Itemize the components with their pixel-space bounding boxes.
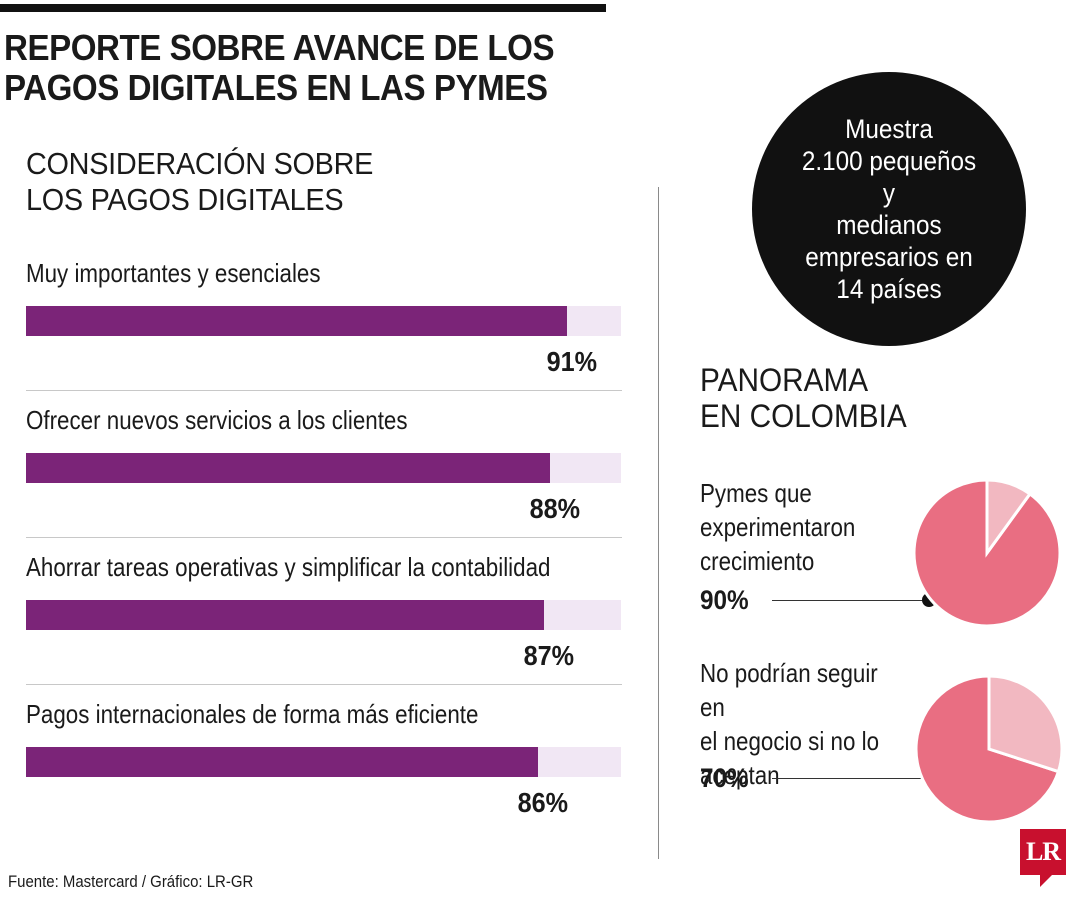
- sample-line-4: empresarios en: [805, 242, 973, 272]
- vertical-divider: [658, 187, 659, 859]
- pie-value-label: 70%: [700, 763, 749, 793]
- bar-value-label: 87%: [523, 640, 574, 671]
- bar-track: [26, 600, 621, 630]
- main-title-line-1: REPORTE SOBRE AVANCE DE LOS: [4, 27, 555, 68]
- bar-label: Pagos internacionales de forma más efici…: [26, 699, 479, 729]
- lr-logo: LR: [1020, 829, 1066, 875]
- bar-fill: [26, 747, 538, 777]
- sample-line-5: 14 países: [836, 274, 942, 304]
- main-title: REPORTE SOBRE AVANCE DE LOS PAGOS DIGITA…: [4, 28, 574, 108]
- section-title-line-2: LOS PAGOS DIGITALES: [26, 182, 344, 217]
- top-rule: [0, 4, 606, 12]
- sample-text: Muestra 2.100 pequeños y medianos empres…: [795, 113, 984, 305]
- pie-label: No podrían seguir en el negocio si no lo…: [700, 656, 898, 792]
- section-title-line-1: CONSIDERACIÓN SOBRE: [26, 146, 374, 181]
- bar-divider: [26, 390, 622, 391]
- pie-svg: [914, 674, 1064, 824]
- main-title-line-2: PAGOS DIGITALES EN LAS PYMES: [4, 67, 548, 108]
- bar-label: Ahorrar tareas operativas y simplificar …: [26, 552, 551, 582]
- sample-line-2: 2.100 pequeños y: [801, 146, 977, 208]
- bar-fill: [26, 306, 568, 336]
- pie-label: Pymes que experimentaron crecimiento: [700, 476, 898, 578]
- bar-track: [26, 453, 621, 483]
- leader-line: [772, 778, 930, 779]
- bar-value-label: 88%: [529, 493, 580, 524]
- sample-line-3: medianos: [836, 210, 942, 240]
- bar-divider: [26, 684, 622, 685]
- lr-logo-tail: [1040, 875, 1052, 887]
- pie-label-line: experimentaron: [700, 512, 856, 542]
- pie-slice-main: [914, 674, 1061, 824]
- bar-track: [26, 747, 621, 777]
- bar-fill: [26, 600, 544, 630]
- bar-value-label: 86%: [517, 787, 568, 818]
- bar-value-label: 91%: [547, 346, 598, 377]
- pie-label-line: crecimiento: [700, 546, 815, 576]
- bar-label: Ofrecer nuevos servicios a los clientes: [26, 405, 408, 435]
- bar-label: Muy importantes y esenciales: [26, 258, 321, 288]
- bar-fill: [26, 453, 550, 483]
- panorama-title: PANORAMA EN COLOMBIA: [700, 362, 979, 434]
- sample-circle: Muestra 2.100 pequeños y medianos empres…: [752, 72, 1026, 346]
- panorama-title-line-2: EN COLOMBIA: [700, 398, 907, 434]
- bar-track: [26, 306, 621, 336]
- pie-label-line: el negocio si no lo: [700, 726, 880, 756]
- pie-slice-rest: [987, 674, 1064, 774]
- source-note: Fuente: Mastercard / Gráfico: LR-GR: [8, 872, 254, 891]
- leader-line: [772, 600, 927, 601]
- pie-svg: [912, 478, 1062, 628]
- pie-slice-rest: [985, 478, 1033, 558]
- bar-divider: [26, 537, 622, 538]
- panorama-title-line-1: PANORAMA: [700, 362, 869, 398]
- section-title: CONSIDERACIÓN SOBRE LOS PAGOS DIGITALES: [26, 146, 417, 218]
- pie-label-line: No podrían seguir en: [700, 658, 878, 722]
- pie-label-line: aceptan: [700, 760, 780, 790]
- sample-line-1: Muestra: [845, 114, 933, 144]
- pie-value-label: 90%: [700, 585, 749, 615]
- pie-label-line: Pymes que: [700, 478, 812, 508]
